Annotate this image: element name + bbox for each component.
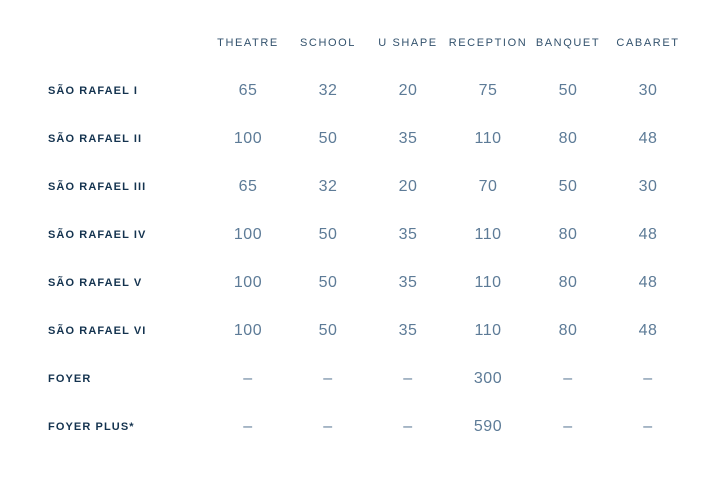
room-label: SÃO RAFAEL IV	[48, 229, 147, 241]
capacity-cell: –	[323, 370, 333, 387]
capacity-cell: 80	[558, 130, 578, 147]
room-label: SÃO RAFAEL III	[48, 181, 147, 193]
capacity-cell: –	[403, 418, 413, 435]
capacity-cell: –	[643, 418, 653, 435]
room-label: FOYER PLUS*	[48, 421, 135, 433]
table-corner-cell	[48, 19, 208, 67]
room-capacity-table: THEATRE SCHOOL U SHAPE RECEPTION BANQUET CABA…	[48, 19, 719, 451]
capacity-cell: 50	[318, 322, 338, 339]
capacity-cell: 20	[398, 178, 418, 195]
capacity-cell: –	[403, 370, 413, 387]
capacity-cell: 35	[398, 274, 418, 291]
capacity-cell: 80	[558, 274, 578, 291]
capacity-cell: 100	[233, 130, 263, 147]
capacity-cell: 80	[558, 322, 578, 339]
room-label: SÃO RAFAEL II	[48, 133, 143, 145]
capacity-cell: 50	[318, 130, 338, 147]
capacity-cell: –	[563, 418, 573, 435]
capacity-cell: 300	[473, 370, 503, 387]
capacity-cell: 48	[638, 130, 658, 147]
capacity-cell: 110	[474, 226, 502, 243]
column-header-u-shape: U SHAPE	[378, 37, 438, 49]
capacity-cell: 110	[474, 274, 502, 291]
capacity-cell: 32	[318, 178, 338, 195]
column-header-cabaret: CABARET	[616, 37, 680, 49]
capacity-cell: –	[323, 418, 333, 435]
capacity-cell: 50	[558, 82, 578, 99]
column-header-banquet: BANQUET	[535, 37, 601, 49]
capacity-cell: 110	[474, 322, 502, 339]
capacity-cell: 48	[638, 274, 658, 291]
room-label: FOYER	[48, 373, 92, 385]
capacity-cell: 35	[398, 130, 418, 147]
capacity-cell: 50	[318, 274, 338, 291]
capacity-cell: 70	[478, 178, 498, 195]
capacity-cell: –	[643, 370, 653, 387]
capacity-cell: –	[243, 370, 253, 387]
capacity-cell: 35	[398, 226, 418, 243]
capacity-cell: 48	[638, 322, 658, 339]
column-header-reception: RECEPTION	[448, 37, 528, 49]
room-label: SÃO RAFAEL V	[48, 277, 143, 289]
capacity-cell: 50	[318, 226, 338, 243]
room-label: SÃO RAFAEL VI	[48, 325, 147, 337]
capacity-cell: 30	[638, 178, 658, 195]
capacity-cell: 100	[233, 322, 263, 339]
capacity-cell: 65	[238, 82, 258, 99]
capacity-cell: 65	[238, 178, 258, 195]
capacity-cell: 75	[478, 82, 498, 99]
capacity-cell: 590	[473, 418, 503, 435]
capacity-cell: –	[243, 418, 253, 435]
capacity-cell: 20	[398, 82, 418, 99]
room-label: SÃO RAFAEL I	[48, 85, 139, 97]
capacity-cell: 48	[638, 226, 658, 243]
capacity-cell: 50	[558, 178, 578, 195]
capacity-cell: 80	[558, 226, 578, 243]
capacity-cell: –	[563, 370, 573, 387]
capacity-cell: 30	[638, 82, 658, 99]
capacity-cell: 100	[233, 274, 263, 291]
capacity-cell: 35	[398, 322, 418, 339]
column-header-theatre: THEATRE	[217, 37, 279, 49]
column-header-school: SCHOOL	[299, 37, 357, 49]
capacity-cell: 100	[233, 226, 263, 243]
capacity-cell: 32	[318, 82, 338, 99]
capacity-cell: 110	[474, 130, 502, 147]
